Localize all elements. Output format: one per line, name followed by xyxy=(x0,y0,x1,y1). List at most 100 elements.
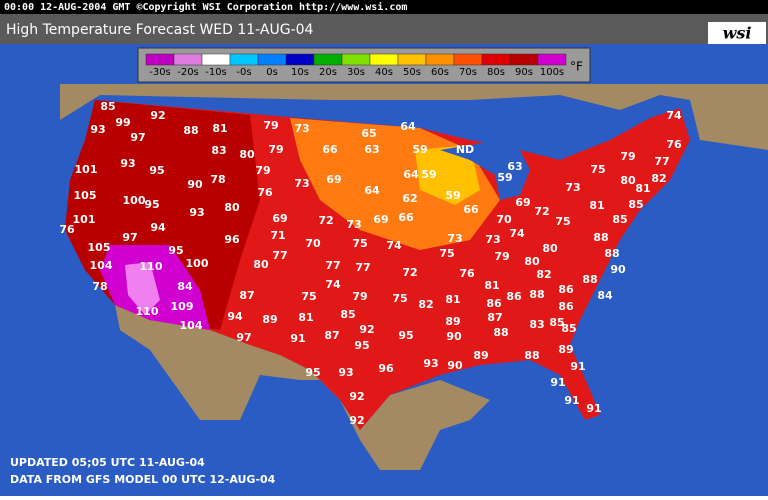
mexico xyxy=(115,305,490,470)
temperature: 70 xyxy=(305,237,321,250)
temperature: 90 xyxy=(610,263,626,276)
legend-label: 0s xyxy=(266,67,278,78)
temperature: 66 xyxy=(463,203,479,216)
legend-label: 20s xyxy=(319,67,337,78)
temperature: 95 xyxy=(398,329,413,342)
temperature: 100 xyxy=(186,257,209,270)
temperature: 83 xyxy=(211,144,226,157)
updated: UPDATED 05;05 UTC 11-AUG-04 xyxy=(10,456,205,469)
legend-swatch xyxy=(313,53,343,66)
temperature: 81 xyxy=(298,311,313,324)
temperature: 80 xyxy=(542,242,558,255)
legend: -30s -20s -10s -0s 0s 10s 20s 30s 40s 50s 60s 70s 80… xyxy=(145,53,583,78)
temperature: 66 xyxy=(322,143,338,156)
temperature: 78 xyxy=(210,173,225,186)
temperature: 90 xyxy=(187,178,203,191)
state-label: ND xyxy=(456,143,474,156)
temperature: 91 xyxy=(564,394,579,407)
legend-label: 80s xyxy=(487,67,505,78)
temperature: 76 xyxy=(59,223,75,236)
temperature: 93 xyxy=(338,366,353,379)
temperature: 75 xyxy=(590,163,605,176)
temperature: 69 xyxy=(515,196,530,209)
temperature: 86 xyxy=(506,290,522,303)
header-bar xyxy=(0,0,768,14)
temperature: 59 xyxy=(497,171,512,184)
legend-label: 70s xyxy=(459,67,477,78)
temperature: 78 xyxy=(92,280,107,293)
legend-swatch xyxy=(509,53,539,66)
temperature: 76 xyxy=(459,267,475,280)
legend-swatch xyxy=(397,53,427,66)
temperature: 88 xyxy=(604,247,619,260)
temperature: 63 xyxy=(507,160,522,173)
temperature: 79 xyxy=(255,164,270,177)
temperature: 95 xyxy=(144,198,159,211)
legend-swatch xyxy=(369,53,399,66)
legend-swatch xyxy=(481,53,511,66)
temperature: 82 xyxy=(418,298,433,311)
temperature: 82 xyxy=(536,268,551,281)
temperature: 97 xyxy=(130,131,145,144)
source: DATA FROM GFS MODEL 00 UTC 12-AUG-04 xyxy=(10,473,276,486)
temperature: 92 xyxy=(349,414,364,427)
temperature: 73 xyxy=(346,218,361,231)
temperature: 86 xyxy=(486,297,502,310)
temperature: 81 xyxy=(484,279,499,292)
temperature: 101 xyxy=(75,163,98,176)
temperature: 104 xyxy=(90,259,113,272)
temperature: 76 xyxy=(666,138,682,151)
temperature: 97 xyxy=(122,231,137,244)
legend-swatch xyxy=(425,53,455,66)
temperature: 89 xyxy=(558,343,573,356)
temperature: 101 xyxy=(73,213,96,226)
temperature: 96 xyxy=(378,362,394,375)
temperature: 105 xyxy=(88,241,111,254)
temperature: 79 xyxy=(494,250,509,263)
temperature: 85 xyxy=(612,213,627,226)
legend-label: 50s xyxy=(403,67,421,78)
temperature: 88 xyxy=(582,273,597,286)
temperature: 81 xyxy=(589,199,604,212)
temperature: 84 xyxy=(597,289,613,302)
legend-unit: °F xyxy=(570,60,583,74)
temperature: 77 xyxy=(355,261,370,274)
temperature: 80 xyxy=(524,255,540,268)
temperature: 79 xyxy=(620,150,635,163)
temperature: 72 xyxy=(534,205,549,218)
temperature: 77 xyxy=(325,259,340,272)
temperature: 66 xyxy=(398,211,414,224)
temperature: 100 xyxy=(123,194,146,207)
temperature: 59 xyxy=(412,143,427,156)
temperature: 69 xyxy=(373,213,388,226)
temperature: 93 xyxy=(423,357,438,370)
temperature: 73 xyxy=(485,233,500,246)
legend-swatch xyxy=(285,53,315,66)
temperature: 81 xyxy=(212,122,227,135)
temperature: 109 xyxy=(171,300,194,313)
title-bar xyxy=(0,14,768,44)
temperature: 70 xyxy=(496,213,512,226)
legend-swatch xyxy=(201,53,231,66)
temperature: 95 xyxy=(149,164,164,177)
temperature: 93 xyxy=(90,123,105,136)
temperature: 81 xyxy=(445,293,460,306)
temperature: 75 xyxy=(392,292,407,305)
temperature: 92 xyxy=(150,109,165,122)
temperature: 85 xyxy=(100,100,115,113)
legend-label: -20s xyxy=(177,67,199,78)
temperature: 88 xyxy=(493,326,508,339)
temperature: 96 xyxy=(224,233,240,246)
legend-swatch xyxy=(173,53,203,66)
temperature: 65 xyxy=(361,127,376,140)
legend-label: 30s xyxy=(347,67,365,78)
temperature: 85 xyxy=(628,198,643,211)
temperature: 75 xyxy=(555,215,570,228)
legend-swatch xyxy=(229,53,259,66)
temperature: 94 xyxy=(227,310,243,323)
temperature: 73 xyxy=(294,177,309,190)
temperature: 71 xyxy=(270,229,285,242)
legend-label: 10s xyxy=(291,67,309,78)
temperature: 90 xyxy=(447,359,463,372)
